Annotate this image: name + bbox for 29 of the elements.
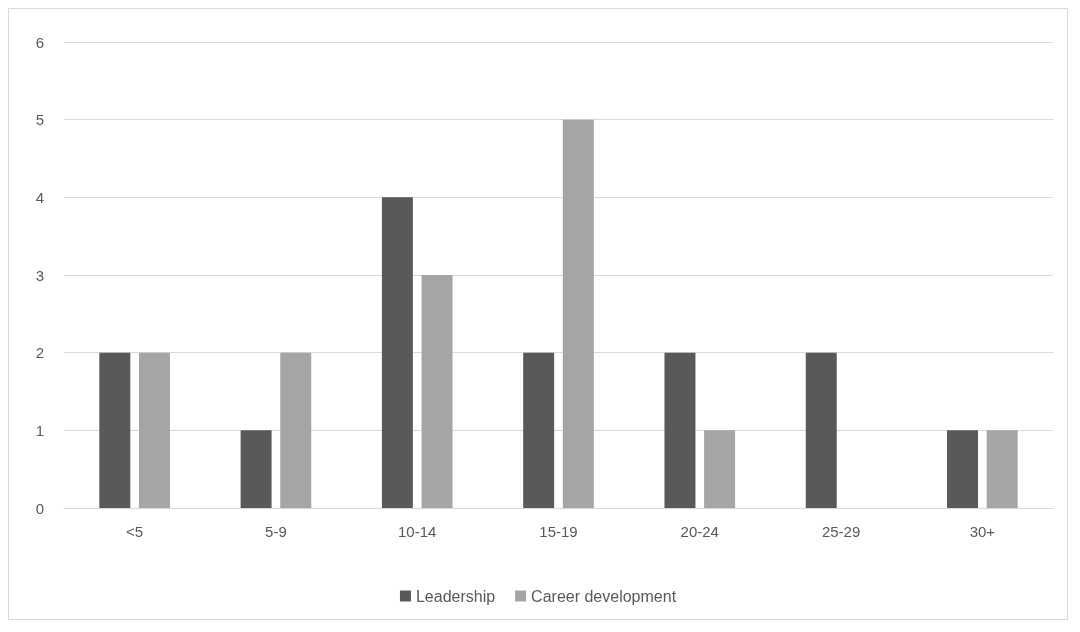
legend-label: Career development <box>531 587 677 605</box>
bar <box>805 352 837 508</box>
bar <box>240 430 272 508</box>
bar <box>421 275 453 508</box>
y-tick-label: 5 <box>35 111 44 129</box>
bar <box>523 352 555 508</box>
bar <box>562 119 594 508</box>
legend-label: Leadership <box>415 587 496 605</box>
bar <box>280 352 312 508</box>
y-tick-label: 1 <box>35 421 44 439</box>
x-tick-label: 25-29 <box>821 523 861 540</box>
y-tick-label: 0 <box>35 499 44 517</box>
bar <box>381 197 413 508</box>
bar <box>99 352 131 508</box>
x-tick-label: 15-19 <box>539 523 578 540</box>
x-tick-label: <5 <box>126 523 144 540</box>
y-tick-label: 6 <box>35 33 44 51</box>
y-tick-label: 2 <box>35 344 44 362</box>
y-tick-label: 4 <box>35 188 44 206</box>
bar <box>138 352 170 508</box>
x-tick-label: 30+ <box>969 523 996 540</box>
x-tick-label: 5-9 <box>265 523 287 540</box>
bar <box>664 352 696 508</box>
x-tick-label: 10-14 <box>398 523 437 540</box>
bar <box>704 430 736 508</box>
y-tick-label: 3 <box>35 266 44 284</box>
x-tick-label: 20-24 <box>680 523 719 540</box>
bar <box>986 430 1018 508</box>
bar <box>947 430 979 508</box>
